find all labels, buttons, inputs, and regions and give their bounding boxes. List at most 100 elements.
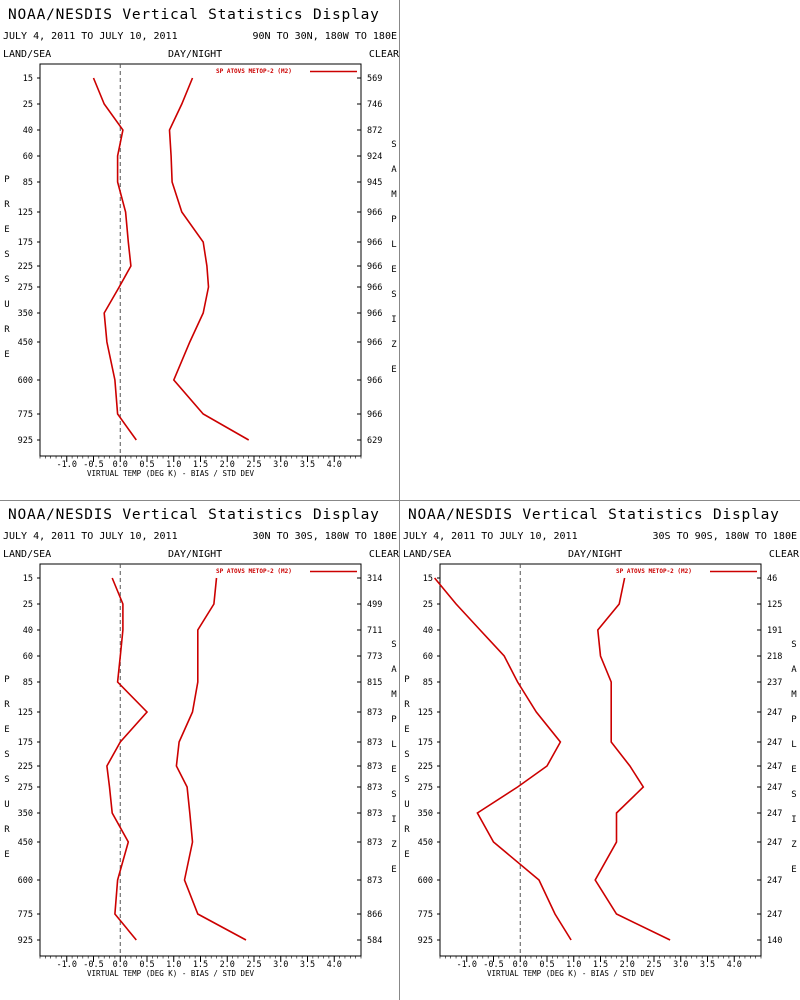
sample-size-label: 584 bbox=[367, 936, 382, 946]
sample-axis-letter: A bbox=[391, 165, 397, 175]
land-sea-label: LAND/SEA bbox=[3, 49, 51, 60]
pressure-axis-letter: E bbox=[404, 850, 409, 860]
sample-axis-letter: S bbox=[391, 640, 396, 650]
pressure-label: 925 bbox=[18, 936, 33, 946]
sample-size-label: 866 bbox=[367, 910, 382, 920]
sample-size-label: 873 bbox=[367, 738, 382, 748]
pressure-axis-letter: S bbox=[4, 275, 9, 285]
panel-southern-extratropics: NOAA/NESDIS Vertical Statistics Display … bbox=[403, 507, 800, 978]
pressure-label: 175 bbox=[418, 738, 433, 748]
legend-label: SP ATOVS METOP-2 (M2) bbox=[616, 568, 692, 575]
plot-area: -1.0 -0.5 0.0 0.5 1.0 1.5 2.0 2.5 3.0 3.5 4.0 15 569… bbox=[4, 64, 397, 470]
sample-size-label: 746 bbox=[367, 100, 382, 110]
pressure-label: 775 bbox=[18, 410, 33, 420]
std_dev-line bbox=[175, 577, 247, 941]
pressure-label: 450 bbox=[418, 838, 433, 848]
pressure-label: 85 bbox=[23, 178, 33, 188]
sample-axis-letter: E bbox=[791, 865, 796, 875]
pressure-axis-letter: S bbox=[4, 250, 9, 260]
x-tick-label: 2.5 bbox=[646, 960, 661, 970]
panel-title: NOAA/NESDIS Vertical Statistics Display bbox=[408, 507, 780, 523]
sample-axis-letter: I bbox=[791, 815, 796, 825]
x-tick-label: 4.0 bbox=[327, 960, 342, 970]
x-tick-label: 2.0 bbox=[220, 960, 235, 970]
sample-size-label: 873 bbox=[367, 708, 382, 718]
sample-axis-letter: L bbox=[791, 740, 796, 750]
sample-axis-letter: E bbox=[391, 265, 396, 275]
sample-axis-letter: E bbox=[791, 765, 796, 775]
pressure-label: 350 bbox=[18, 809, 33, 819]
x-tick-label: 0.5 bbox=[539, 960, 554, 970]
std_dev-line bbox=[168, 77, 250, 441]
sample-size-label: 966 bbox=[367, 283, 382, 293]
sample-axis-letter: I bbox=[391, 815, 396, 825]
pressure-label: 15 bbox=[423, 574, 433, 584]
plot-area: -1.0 -0.5 0.0 0.5 1.0 1.5 2.0 2.5 3.0 3.5 4.0 15 46 2… bbox=[404, 564, 797, 970]
sample-size-label: 945 bbox=[367, 178, 382, 188]
pressure-label: 40 bbox=[423, 626, 433, 636]
bias-line bbox=[433, 577, 572, 941]
pressure-label: 25 bbox=[23, 100, 33, 110]
sample-axis-letter: I bbox=[391, 315, 396, 325]
sample-axis-letter: E bbox=[391, 865, 396, 875]
sample-size-label: 966 bbox=[367, 410, 382, 420]
sample-size-label: 125 bbox=[767, 600, 782, 610]
pressure-label: 15 bbox=[23, 574, 33, 584]
pressure-label: 15 bbox=[23, 74, 33, 84]
pressure-label: 775 bbox=[18, 910, 33, 920]
sample-axis-letter: Z bbox=[391, 840, 397, 850]
sample-size-label: 872 bbox=[367, 126, 382, 136]
bias-line bbox=[92, 77, 137, 441]
x-axis-label: VIRTUAL TEMP (DEG K) - BIAS / STD DEV bbox=[87, 469, 255, 478]
pressure-label: 40 bbox=[23, 126, 33, 136]
pressure-axis-letter: S bbox=[4, 750, 9, 760]
sample-axis-letter: E bbox=[391, 365, 396, 375]
pressure-axis-letter: R bbox=[4, 200, 10, 210]
sample-size-label: 815 bbox=[367, 678, 382, 688]
x-tick-label: 0.0 bbox=[513, 960, 528, 970]
pressure-label: 125 bbox=[418, 708, 433, 718]
pressure-axis-letter: E bbox=[404, 725, 409, 735]
x-tick-label: 2.0 bbox=[220, 460, 235, 470]
sample-size-label: 247 bbox=[767, 910, 782, 920]
sample-size-label: 873 bbox=[367, 809, 382, 819]
date-range: JULY 4, 2011 TO JULY 10, 2011 bbox=[403, 531, 578, 542]
legend-label: SP ATOVS METOP-2 (M2) bbox=[216, 568, 292, 575]
pressure-label: 85 bbox=[23, 678, 33, 688]
x-tick-label: 1.0 bbox=[166, 960, 181, 970]
pressure-axis-letter: R bbox=[404, 825, 410, 835]
pressure-label: 125 bbox=[18, 208, 33, 218]
sample-size-label: 966 bbox=[367, 262, 382, 272]
sample-axis-letter: P bbox=[391, 715, 397, 725]
pressure-label: 775 bbox=[418, 910, 433, 920]
pressure-label: 25 bbox=[423, 600, 433, 610]
sample-axis-letter: Z bbox=[791, 840, 797, 850]
sample-size-label: 966 bbox=[367, 338, 382, 348]
pressure-label: 225 bbox=[18, 762, 33, 772]
pressure-label: 925 bbox=[18, 436, 33, 446]
pressure-axis-letter: S bbox=[4, 775, 9, 785]
x-tick-label: 2.5 bbox=[246, 460, 261, 470]
x-tick-label: 2.0 bbox=[620, 960, 635, 970]
region-label: 90N TO 30N, 180W TO 180E bbox=[253, 31, 398, 42]
sample-size-label: 773 bbox=[367, 652, 382, 662]
pressure-label: 25 bbox=[23, 600, 33, 610]
x-tick-label: 0.0 bbox=[113, 960, 128, 970]
sample-size-label: 247 bbox=[767, 838, 782, 848]
sample-axis-letter: S bbox=[391, 290, 396, 300]
x-tick-label: 0.0 bbox=[113, 460, 128, 470]
day-night-label: DAY/NIGHT bbox=[168, 549, 222, 560]
sample-size-label: 569 bbox=[367, 74, 382, 84]
pressure-label: 175 bbox=[18, 738, 33, 748]
clear-label: CLEAR bbox=[369, 549, 400, 560]
pressure-axis-letter: U bbox=[404, 800, 409, 810]
x-tick-label: 3.0 bbox=[273, 960, 288, 970]
x-axis-label: VIRTUAL TEMP (DEG K) - BIAS / STD DEV bbox=[487, 969, 655, 978]
x-tick-label: 3.0 bbox=[273, 460, 288, 470]
pressure-label: 60 bbox=[423, 652, 433, 662]
pressure-axis-letter: E bbox=[4, 850, 9, 860]
sample-axis-letter: A bbox=[791, 665, 797, 675]
pressure-label: 40 bbox=[23, 626, 33, 636]
x-tick-label: 0.5 bbox=[139, 960, 154, 970]
sample-size-label: 247 bbox=[767, 876, 782, 886]
